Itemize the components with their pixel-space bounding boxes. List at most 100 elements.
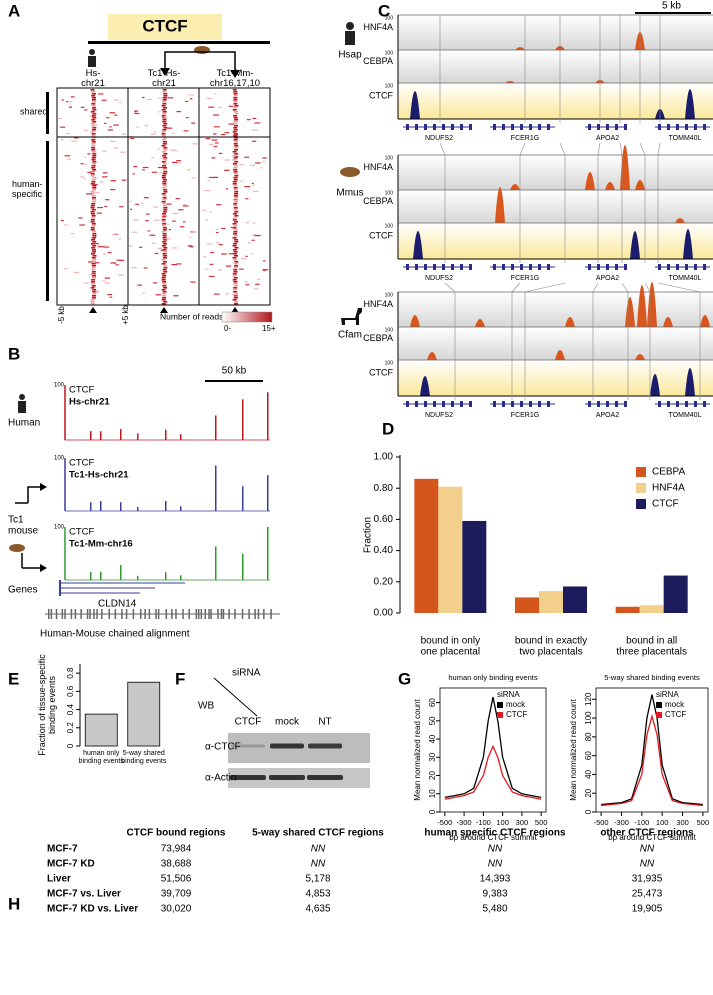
table-cell: NN bbox=[311, 844, 326, 855]
heatmap-cell bbox=[91, 283, 96, 285]
heatmap-cell bbox=[228, 253, 235, 255]
heatmap-cell bbox=[91, 225, 96, 227]
heatmap-cell bbox=[162, 103, 167, 105]
arrow-head bbox=[230, 70, 240, 78]
alignment-block bbox=[175, 609, 177, 619]
heatmap-cell bbox=[64, 268, 68, 270]
heatmap-cell bbox=[232, 163, 237, 165]
heatmap-cell bbox=[233, 235, 238, 237]
heatmap-cell bbox=[163, 247, 168, 249]
heatmap-cell bbox=[90, 303, 95, 305]
heatmap-cell bbox=[160, 249, 164, 252]
table-cell: 30,020 bbox=[161, 904, 192, 915]
heatmap-cell bbox=[172, 212, 179, 214]
heatmap-cell bbox=[92, 97, 97, 99]
heatmap-cell bbox=[262, 157, 267, 159]
heatmap-cell bbox=[189, 246, 194, 248]
heatmap-cell bbox=[91, 261, 96, 263]
heatmap-cell bbox=[161, 101, 166, 103]
bar bbox=[414, 478, 439, 613]
heatmap-cell bbox=[92, 109, 97, 111]
diagonal bbox=[213, 677, 258, 717]
ortholog-line bbox=[657, 142, 661, 156]
heatmap-cell bbox=[74, 137, 79, 139]
heatmap-cell bbox=[162, 269, 167, 271]
mouse-icon bbox=[9, 544, 25, 552]
heatmap-cell bbox=[161, 303, 166, 305]
heatmap-cell bbox=[90, 207, 95, 209]
exon bbox=[424, 124, 427, 130]
heatmap-cell bbox=[92, 177, 97, 179]
heatmap-cell bbox=[161, 105, 166, 107]
heatmap-cell bbox=[171, 247, 178, 249]
heatmap-cell bbox=[109, 126, 112, 128]
heatmap-cell bbox=[91, 141, 96, 143]
heatmap-cell bbox=[206, 243, 212, 245]
heatmap-cell bbox=[254, 288, 258, 290]
heatmap-cell bbox=[162, 203, 167, 205]
y-tick-label: 30 bbox=[428, 752, 437, 761]
heatmap-cell bbox=[233, 287, 238, 289]
heatmap-cell bbox=[176, 263, 182, 265]
heatmap-cell bbox=[163, 205, 168, 207]
exon bbox=[547, 124, 550, 130]
heatmap-cell bbox=[92, 101, 97, 103]
row-label: MCF-7 KD vs. Liver bbox=[47, 904, 138, 915]
heatmap-cell bbox=[151, 171, 157, 173]
heatmap-cell bbox=[64, 155, 71, 157]
x-tick-label: -500 bbox=[594, 818, 609, 827]
heatmap-cell bbox=[255, 162, 261, 164]
exon bbox=[424, 401, 427, 407]
legend-swatch bbox=[636, 499, 646, 509]
heatmap-cell bbox=[192, 143, 198, 145]
alignment-block bbox=[222, 609, 225, 619]
peak bbox=[100, 571, 102, 580]
heatmap-cell bbox=[162, 197, 167, 199]
peak bbox=[267, 475, 269, 511]
peak bbox=[663, 317, 673, 327]
exon bbox=[538, 401, 541, 407]
track-sample: Tc1-Mm-chr16 bbox=[69, 539, 133, 550]
table-cell: NN bbox=[488, 844, 503, 855]
heatmap-cell bbox=[161, 273, 166, 275]
heatmap-cell bbox=[162, 283, 167, 285]
track-label: CEBPA bbox=[363, 333, 393, 343]
heatmap-cell bbox=[163, 261, 168, 263]
alignment-block bbox=[210, 609, 212, 619]
heatmap-cell bbox=[149, 234, 156, 236]
heatmap-cell bbox=[134, 111, 137, 113]
heatmap-cell bbox=[92, 161, 97, 163]
heatmap-cell bbox=[161, 177, 166, 179]
heatmap-cell bbox=[232, 213, 237, 215]
gene-label: FCER1G bbox=[511, 135, 539, 142]
heatmap-cell bbox=[90, 229, 95, 231]
heatmap-cell bbox=[90, 111, 95, 113]
human-icon bbox=[346, 22, 354, 30]
heatmap-cell bbox=[104, 205, 108, 208]
heatmap-cell bbox=[232, 131, 237, 133]
exon bbox=[667, 124, 670, 130]
exon bbox=[658, 264, 661, 270]
heatmap-cell bbox=[110, 188, 116, 191]
y-tick-label: 0.6 bbox=[66, 685, 75, 697]
heatmap-cell bbox=[233, 209, 238, 211]
exon bbox=[502, 401, 505, 407]
heatmap-cell bbox=[158, 111, 161, 113]
track-bg bbox=[398, 15, 713, 50]
ortholog-line bbox=[559, 142, 566, 156]
heatmap-cell bbox=[161, 263, 166, 265]
peak bbox=[700, 315, 710, 327]
heatmap-cell bbox=[90, 205, 95, 207]
heatmap-cell bbox=[251, 253, 254, 255]
heatmap-cell bbox=[228, 123, 235, 125]
heatmap-cell bbox=[232, 289, 237, 291]
heatmap-cell bbox=[154, 252, 159, 255]
heatmap-cell bbox=[233, 201, 238, 203]
heatmap-cell bbox=[213, 145, 218, 148]
heatmap-cell bbox=[132, 173, 135, 175]
heatmap-cell bbox=[175, 197, 181, 200]
alignment-block bbox=[61, 609, 64, 619]
row-label: Liver bbox=[47, 874, 71, 885]
legend-label: 15+ bbox=[262, 324, 276, 333]
heatmap-cell bbox=[234, 113, 239, 115]
